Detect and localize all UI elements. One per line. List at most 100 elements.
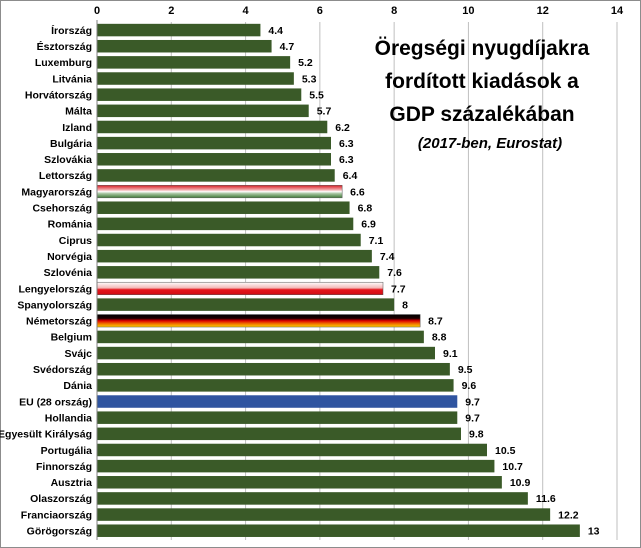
value-label: 9.6 [462,380,477,392]
bar-row: Hollandia 9.7 [45,411,480,424]
x-tick-label: 2 [168,5,174,17]
category-label: Szlovákia [44,154,92,166]
value-label: 8.8 [432,332,447,344]
value-label: 6.2 [335,122,350,134]
bar [97,217,354,231]
bar [97,56,291,69]
category-label: Belgium [51,332,92,344]
category-label: Ausztria [51,477,93,489]
bar [97,201,350,214]
bar [97,508,551,521]
bar-row: Észtország 4.7 [37,39,294,53]
value-label: 9.5 [458,364,473,376]
bar-row: Izland 6.2 [62,120,350,134]
bar-row: Írország 4.4 [51,23,283,37]
category-label: Írország [51,24,92,37]
x-tick-label: 8 [391,5,397,17]
category-label: Lettország [39,170,92,182]
bar-row: Görögország 13 [27,524,600,538]
x-axis-ticks: 0 2 4 6 8 10 12 14 [94,5,624,17]
category-label: Ciprus [59,235,92,247]
value-label: 8.7 [428,316,443,328]
bar [97,379,454,392]
value-label: 5.3 [302,73,317,85]
value-label: 7.4 [380,251,395,263]
value-label: 4.4 [268,25,283,37]
bar [97,427,461,441]
bar [97,39,272,53]
bar-row: Németország 8.7 [26,314,443,328]
x-tick-label: 14 [611,5,624,17]
category-label: Izland [62,122,92,134]
bar-row: Horvátország 5.5 [25,88,324,101]
bar-row: Dánia 9.6 [63,379,476,392]
category-label: Norvégia [47,251,92,263]
value-label: 9.7 [465,396,480,408]
category-label: Észtország [37,40,92,53]
title-line-3: GDP százalékában [389,103,574,126]
value-label: 13 [588,526,600,538]
category-label: Lengyelország [18,283,92,295]
bar [97,120,328,134]
chart-subtitle: (2017-ben, Eurostat) [418,135,562,152]
bar-row: Szlovénia 7.6 [44,266,402,279]
value-label: 6.4 [343,170,358,182]
bar-row: Svédország 9.5 [33,362,473,376]
value-label: 6.8 [358,203,373,215]
value-label: 6.9 [361,219,376,231]
value-label: 6.3 [339,138,354,150]
value-label: 7.6 [387,267,402,279]
category-label: Franciaország [21,509,92,521]
x-tick-label: 0 [94,5,100,17]
bar-row: Luxemburg 5.2 [35,56,313,69]
category-label: Finnország [36,461,92,473]
bar [97,492,528,505]
x-tick-label: 10 [462,5,474,17]
category-label: Dánia [63,380,92,392]
bar-row: Franciaország 12.2 [21,508,579,521]
bar-row: Málta 5.7 [65,104,332,118]
bar-row: Ausztria 10.9 [51,476,531,489]
value-label: 10.9 [510,477,531,489]
bar-row: EU (28 ország) 9.7 [19,395,480,408]
title-line-1: Öregségi nyugdíjakra [375,37,590,60]
category-label: Németország [26,316,92,328]
bar [97,169,335,182]
bar [97,346,435,360]
bar-row: Spanyolország 8 [17,298,408,311]
title-line-2: fordított kiadások a [385,70,579,93]
bar-row: Magyarország 6.6 [21,185,365,198]
value-label: 5.7 [317,106,332,118]
value-label: 9.7 [465,412,480,424]
bar-row: Olaszország 11.6 [30,492,556,505]
bar-row: Csehország 6.8 [32,201,373,215]
bar [97,88,302,101]
bar [97,249,372,263]
category-label: Egyesült Királyság [0,429,92,441]
category-label: Svájc [65,348,93,360]
x-tick-label: 4 [243,5,250,17]
bar-row: Lettország 6.4 [39,169,358,182]
category-label: Hollandia [45,412,92,424]
bar-row: Belgium 8.8 [51,330,447,344]
value-label: 10.5 [495,445,516,457]
bar [97,362,450,376]
bar [97,72,294,85]
bar-row: Lengyelország 7.7 [18,281,406,295]
x-tick-label: 6 [317,5,323,17]
value-label: 6.6 [350,186,365,198]
bar [97,185,343,198]
category-label: Luxemburg [35,57,92,69]
category-label: Csehország [32,203,92,215]
bar-row: Románia 6.9 [48,217,376,231]
bar [97,23,261,37]
bar [97,524,580,537]
bar [97,443,487,457]
category-label: Bulgária [50,138,92,150]
category-label: Románia [48,219,93,231]
value-label: 6.3 [339,154,354,166]
category-label: Magyarország [21,186,92,198]
category-label: Olaszország [30,493,92,505]
bars: Írország 4.4 Észtország 4.7 Luxemburg 5.2 Litv… [0,23,600,538]
value-label: 12.2 [558,509,579,521]
